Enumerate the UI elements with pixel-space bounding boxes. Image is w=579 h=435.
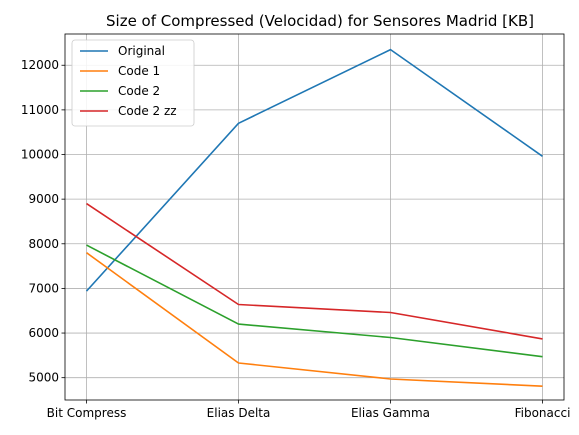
y-tick-label: 8000	[28, 237, 59, 251]
x-tick-label: Fibonacci	[515, 406, 571, 420]
x-tick-label: Elias Gamma	[351, 406, 430, 420]
y-axis: 5000 6000 7000 8000 9000 10000 11000 12000	[21, 58, 65, 385]
x-tick-label: Bit Compress	[47, 406, 127, 420]
y-tick-label: 12000	[21, 58, 59, 72]
y-tick-label: 5000	[28, 371, 59, 385]
series-line-code-1	[86, 252, 543, 387]
series-line-original	[85, 48, 543, 292]
legend-label: Original	[118, 44, 165, 58]
y-tick-label: 11000	[21, 103, 59, 117]
x-tick-label: Elias Delta	[207, 406, 271, 420]
series-line-code-2	[86, 244, 543, 358]
x-axis: Bit Compress Elias Delta Elias Gamma Fibona…	[47, 400, 571, 420]
plot-frame	[64, 33, 565, 401]
legend-label: Code 2	[118, 84, 160, 98]
legend-label: Code 1	[118, 64, 160, 78]
y-tick-label: 9000	[28, 192, 59, 206]
chart-title: Size of Compressed (Velocidad) for Senso…	[106, 12, 534, 30]
legend-label: Code 2 zz	[118, 104, 177, 118]
legend: Original Code 1 Code 2 Code 2 zz	[71, 39, 195, 127]
series-lines	[85, 48, 543, 387]
legend-box	[71, 39, 195, 127]
y-tick-label: 6000	[28, 326, 59, 340]
y-tick-label: 7000	[28, 281, 59, 295]
series-line-code-2-zz	[86, 202, 543, 340]
y-tick-label: 10000	[21, 148, 59, 162]
